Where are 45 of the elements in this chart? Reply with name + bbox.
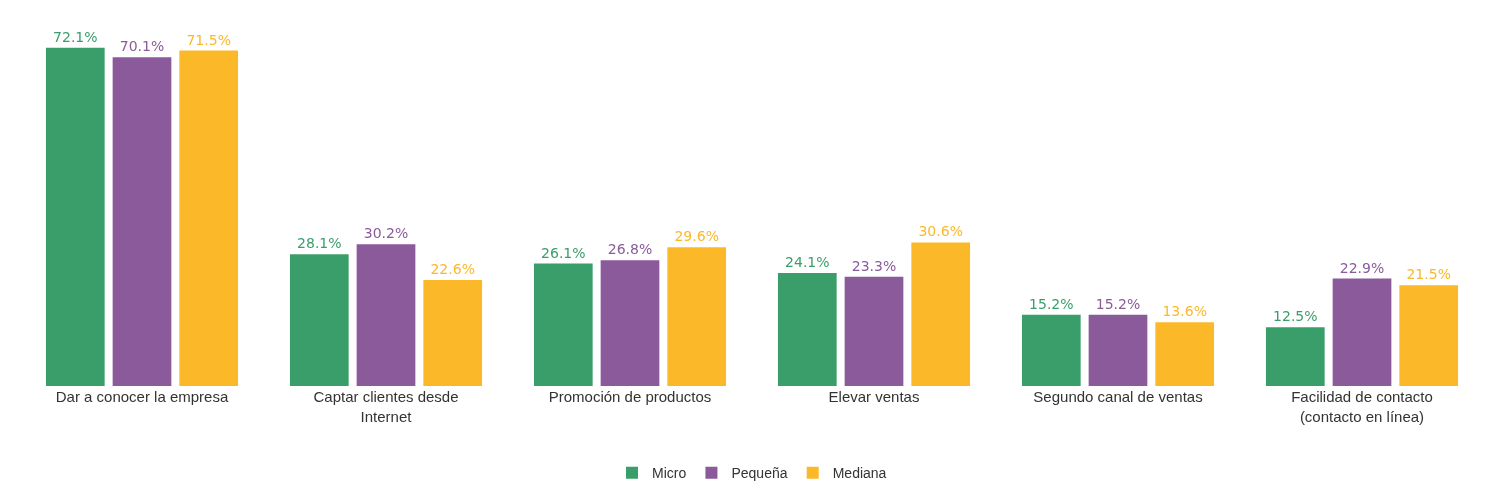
bar	[423, 279, 483, 386]
data-label: 29.6%	[674, 228, 719, 245]
data-label: 70.1%	[119, 38, 165, 55]
bar	[1332, 278, 1392, 386]
data-label: 22.6%	[430, 260, 475, 277]
bar	[289, 254, 349, 386]
bar	[112, 57, 172, 386]
data-label: 24.1%	[785, 253, 830, 270]
bar	[667, 247, 727, 386]
data-label: 22.9%	[1339, 259, 1385, 276]
bar	[45, 47, 105, 386]
bar	[844, 276, 904, 386]
legend-label: Pequeña	[731, 465, 788, 482]
data-label: 26.1%	[541, 244, 586, 261]
x-tick-label: Elevar ventas	[828, 388, 920, 405]
x-tick-label: Captar clientes desde Internet	[313, 388, 459, 425]
data-label: 30.2%	[363, 225, 409, 242]
x-tick-label: Facilidad de contacto (contacto en línea)	[1291, 388, 1433, 425]
data-label: 26.8%	[607, 241, 653, 258]
data-label: 28.1%	[297, 235, 342, 252]
data-label: 23.3%	[851, 257, 897, 274]
bar	[179, 50, 239, 386]
x-tick-label: Promoción de productos	[548, 388, 712, 405]
data-label: 15.2%	[1095, 295, 1141, 312]
bar	[1399, 285, 1459, 386]
data-label: 71.5%	[186, 31, 231, 48]
bar	[533, 263, 593, 386]
bar	[600, 260, 660, 386]
x-tick-label: Dar a conocer la empresa	[55, 388, 229, 405]
bar	[1088, 314, 1148, 386]
bar	[356, 244, 416, 386]
data-label: 13.6%	[1162, 303, 1207, 320]
data-label: 12.5%	[1273, 308, 1318, 325]
bar	[911, 242, 971, 386]
data-label: 30.6%	[918, 223, 963, 240]
data-label: 15.2%	[1029, 295, 1074, 312]
data-label: 72.1%	[53, 28, 98, 45]
bar	[777, 272, 837, 386]
bar	[1155, 322, 1215, 386]
data-label: 21.5%	[1406, 266, 1451, 283]
bar	[1021, 314, 1081, 386]
legend-label: Mediana	[832, 465, 887, 482]
legend-label: Micro	[652, 465, 687, 482]
x-tick-label: Segundo canal de ventas	[1033, 388, 1203, 405]
bar	[1265, 327, 1325, 386]
